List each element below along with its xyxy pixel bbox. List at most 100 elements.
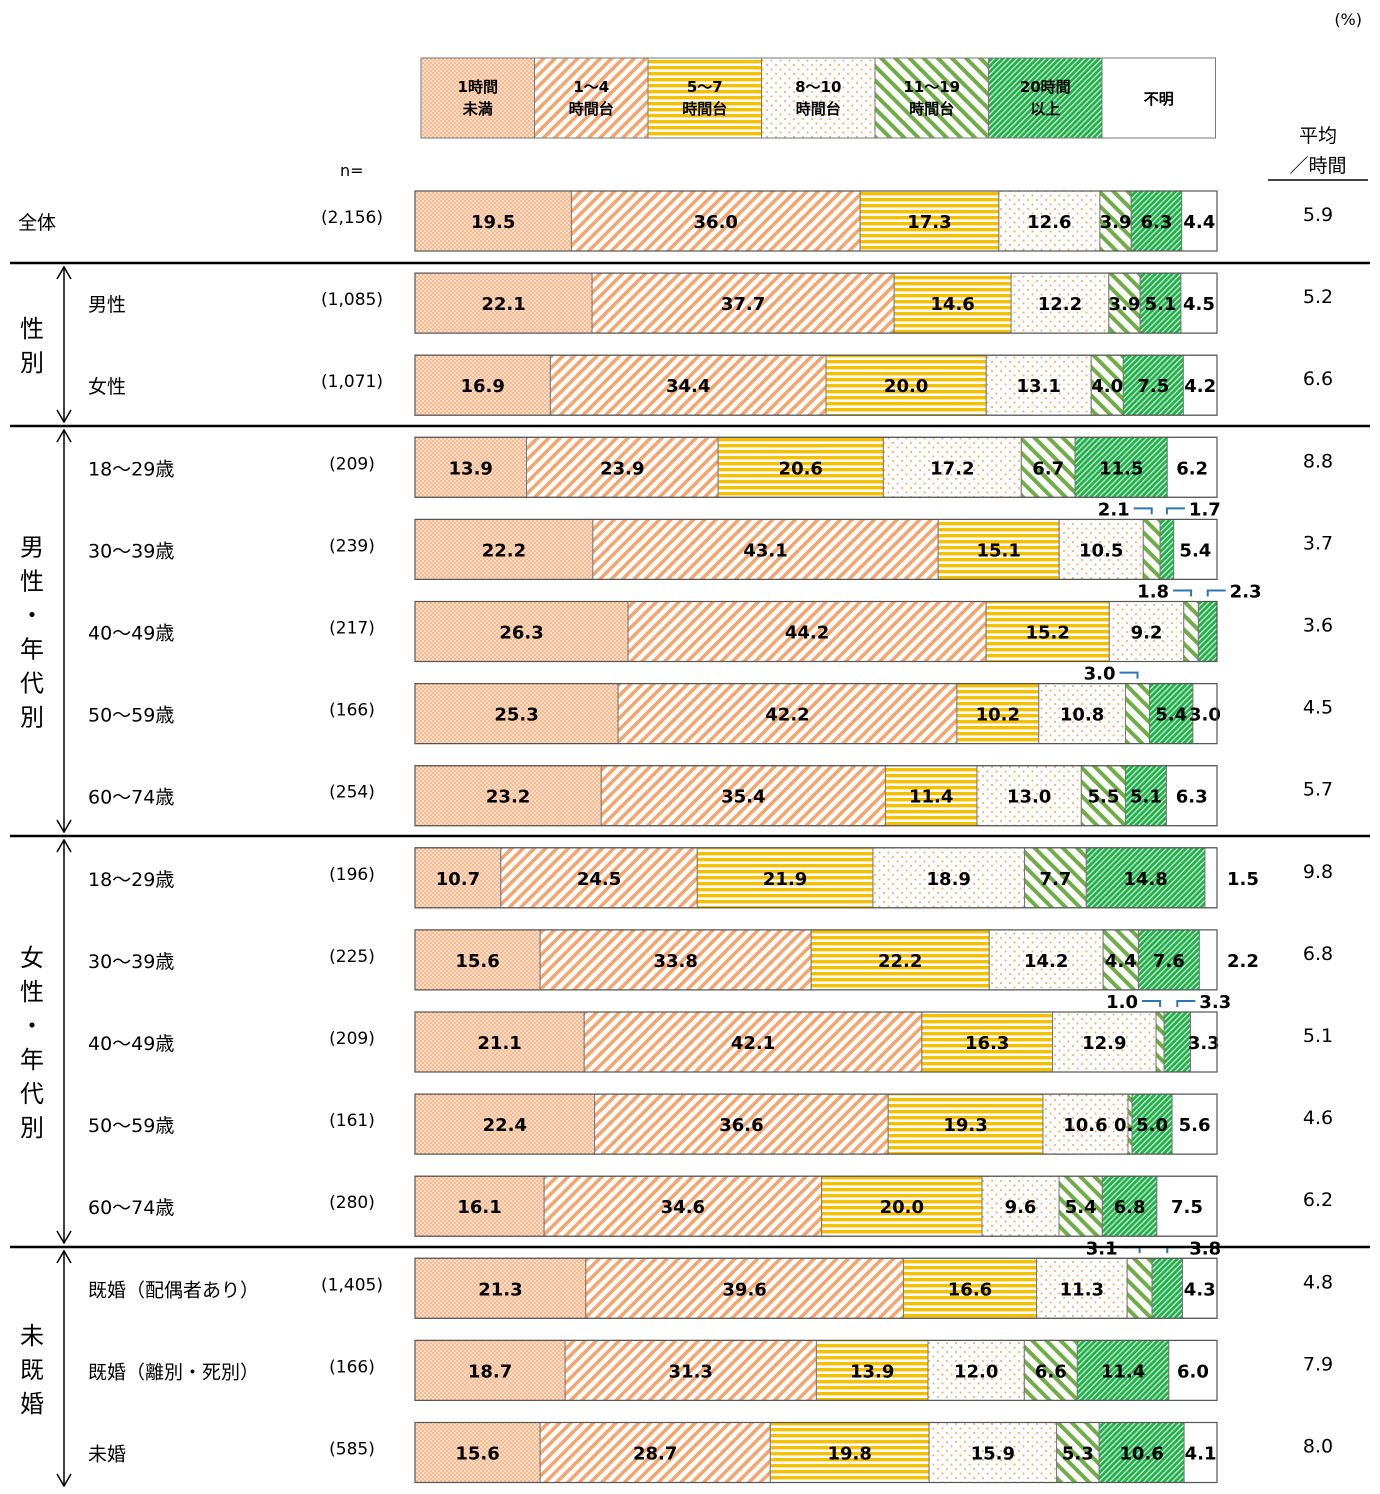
data-label: 6.2 <box>1176 458 1208 479</box>
bar-outline <box>414 1175 1218 1237</box>
data-label: 3.3 <box>1188 1033 1220 1054</box>
row-label: 40～49歳 <box>88 1033 174 1055</box>
group-label: 別 <box>20 349 44 377</box>
bar-segment <box>981 1175 1060 1237</box>
bar-segment <box>414 1011 585 1073</box>
bar-segment <box>585 1257 904 1319</box>
row-avg: 5.2 <box>1303 286 1333 308</box>
row-label: 既婚（配偶者あり） <box>88 1279 259 1301</box>
bar-segment <box>769 1422 930 1483</box>
data-label: 42.2 <box>765 705 809 726</box>
svg-text:3.0: 3.0 <box>1084 664 1116 685</box>
row-n: (1,071) <box>321 372 383 392</box>
bar-outline <box>414 272 1218 334</box>
bar-segment <box>1166 436 1218 498</box>
data-label: 13.9 <box>449 458 493 479</box>
data-label: 6.8 <box>1114 1197 1146 1218</box>
bar-segment <box>1124 765 1167 827</box>
data-label: 10.6 <box>1119 1444 1163 1465</box>
data-label: 3.0 <box>1189 705 1221 726</box>
data-label: 26.3 <box>499 623 543 644</box>
data-label: 36.0 <box>694 212 738 233</box>
row-n: (209) <box>329 1029 375 1049</box>
data-label: 13.0 <box>1007 787 1051 808</box>
data-label: 5.5 <box>1087 787 1119 808</box>
data-label: 19.8 <box>827 1444 871 1465</box>
data-label: 15.2 <box>1025 623 1069 644</box>
bar-segment <box>500 847 698 909</box>
data-label: 4.2 <box>1184 376 1216 397</box>
bar-segment <box>1165 765 1218 827</box>
svg-text:1.0: 1.0 <box>1106 992 1138 1013</box>
data-label: 35.4 <box>721 787 765 808</box>
bar-outline <box>414 682 1218 745</box>
data-label: 15.6 <box>455 951 499 972</box>
row-label: 未婚 <box>88 1444 126 1466</box>
group-label: 女 <box>20 944 44 972</box>
bar-segment <box>1197 601 1218 662</box>
row-avg: 4.6 <box>1303 1107 1333 1129</box>
arrow-head-down <box>56 819 72 834</box>
legend-label-3: 時間台 <box>796 100 841 118</box>
data-label: 10.8 <box>1060 705 1104 726</box>
group-label: 代 <box>20 670 44 698</box>
row-n: (2,156) <box>321 208 383 228</box>
row-label: 50～59歳 <box>88 705 174 727</box>
row-n: (280) <box>329 1193 375 1213</box>
bar-segment <box>717 436 884 498</box>
svg-text:1.7: 1.7 <box>1189 499 1221 520</box>
arrow-head-up <box>56 1249 72 1264</box>
bar-segment <box>1180 272 1218 334</box>
bar-segment <box>583 1011 923 1073</box>
bar-outline <box>414 190 1218 252</box>
bar-segment <box>1173 518 1218 580</box>
row-avg: 4.5 <box>1303 697 1333 719</box>
data-label: 10.7 <box>436 869 480 890</box>
legend-swatch-3 <box>761 57 876 139</box>
bar-segment <box>414 272 593 334</box>
svg-text:3.8: 3.8 <box>1189 1238 1221 1259</box>
row-avg: 8.8 <box>1303 450 1333 472</box>
outside-label: 1.0 <box>1106 992 1162 1013</box>
row-label: 18～29歳 <box>88 458 174 480</box>
row-avg: 9.8 <box>1303 861 1333 883</box>
outside-label: 3.0 <box>1084 664 1139 685</box>
data-label: 5.4 <box>1155 705 1187 726</box>
data-label: 6.3 <box>1141 212 1173 233</box>
group-label: 既 <box>20 1356 44 1384</box>
row-avg: 8.0 <box>1303 1436 1333 1458</box>
bar-segment <box>564 1339 817 1401</box>
bar-segment <box>821 1175 983 1237</box>
bar-segment <box>1137 929 1200 991</box>
bar-segment <box>1198 929 1218 991</box>
data-label: 17.2 <box>930 458 974 479</box>
data-label: 16.6 <box>948 1279 992 1300</box>
row-n: (196) <box>329 865 375 885</box>
data-label: 12.0 <box>954 1361 998 1382</box>
legend-swatch-2 <box>647 57 762 139</box>
data-label: 25.3 <box>494 705 538 726</box>
bar-outline <box>414 1257 1218 1319</box>
data-label: 7.7 <box>1039 869 1071 890</box>
bar-segment <box>1056 1422 1100 1483</box>
group-label: 未 <box>20 1322 44 1350</box>
unit-label: (%) <box>1334 10 1362 29</box>
row-label: 女性 <box>88 376 126 398</box>
row-n: (585) <box>329 1440 375 1460</box>
data-label: 5.1 <box>1130 787 1162 808</box>
data-label: 11.4 <box>909 787 953 808</box>
data-label: 16.1 <box>457 1197 501 1218</box>
row-label: 60～74歳 <box>88 787 174 809</box>
arrow-head-up <box>56 838 72 853</box>
svg-text:3.3: 3.3 <box>1199 992 1231 1013</box>
bar-segment <box>1076 1339 1170 1401</box>
data-label: 11.4 <box>1101 1361 1145 1382</box>
legend-label-6: 不明 <box>1144 90 1174 108</box>
outside-label: 1.8 <box>1137 582 1193 603</box>
bar-segment <box>1156 1175 1218 1237</box>
data-label: 4.0 <box>1091 376 1123 397</box>
data-label: 6.6 <box>1035 1361 1067 1382</box>
data-label: 20.6 <box>779 458 823 479</box>
group-label: 別 <box>20 1114 44 1142</box>
bar-segment <box>882 436 1022 498</box>
